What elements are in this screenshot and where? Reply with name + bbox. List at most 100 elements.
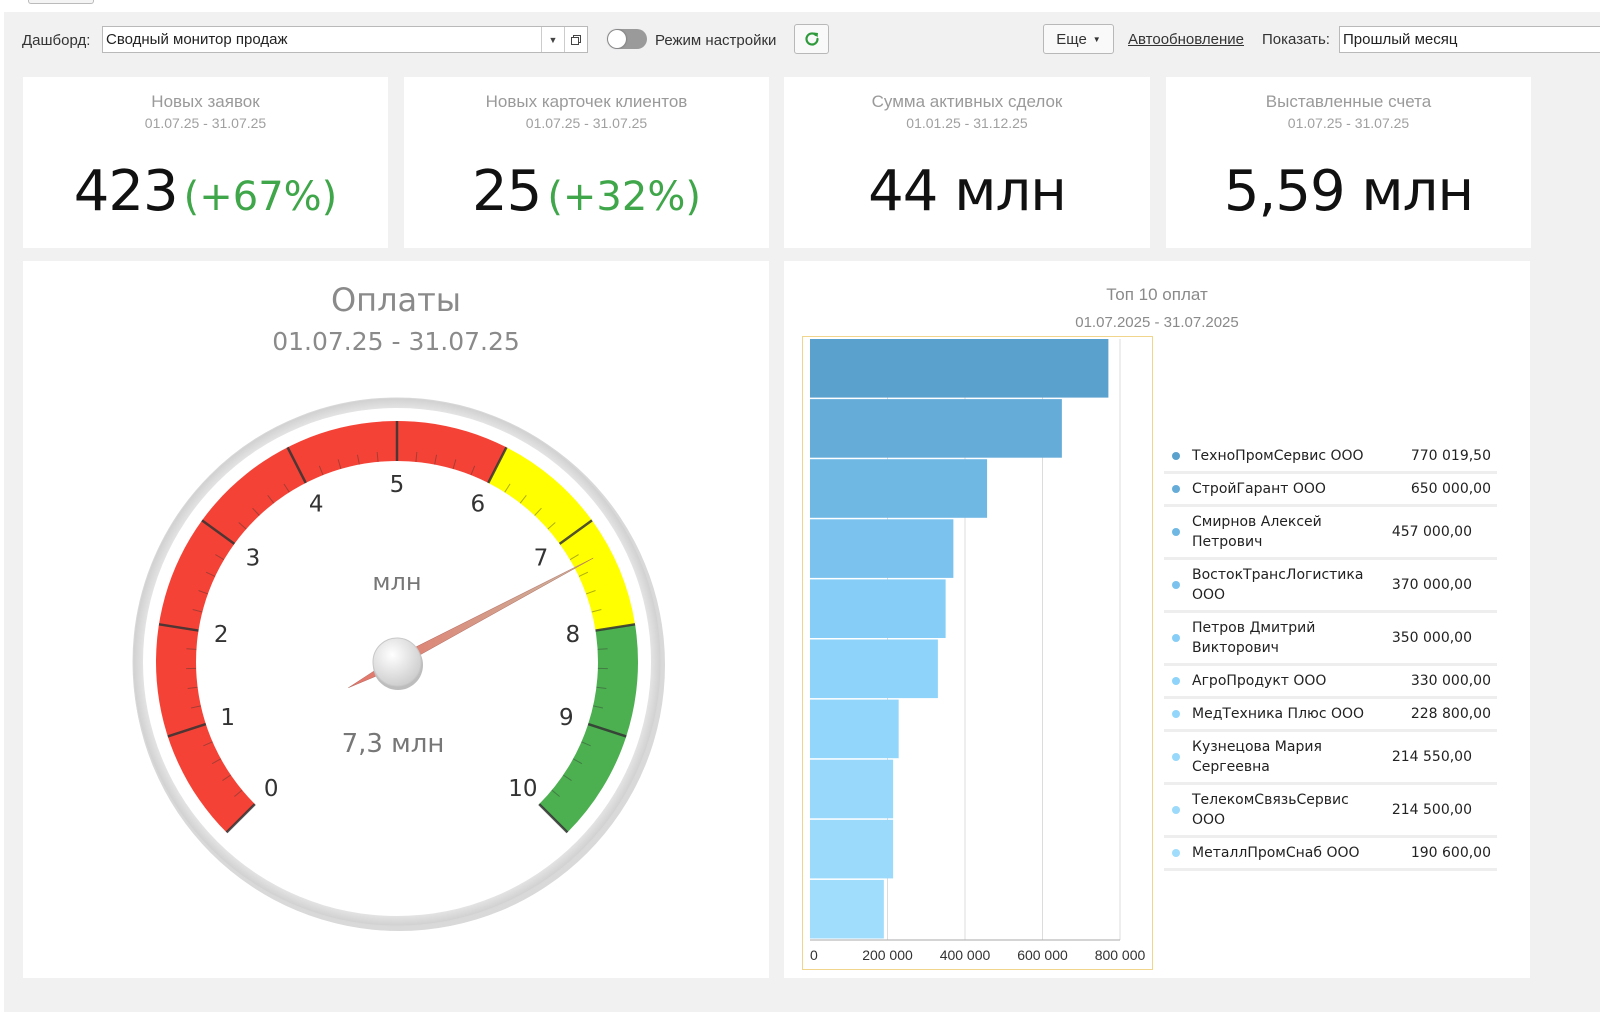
more-button-label: Еще	[1056, 30, 1087, 48]
legend-item[interactable]: МедТехника Плюс ООО 228 800,00	[1164, 699, 1497, 732]
gauge-major-tick	[201, 519, 236, 545]
legend-name: СтройГарант ООО	[1192, 481, 1326, 497]
kpi-card-new-clients[interactable]: Новых карточек клиентов 01.07.25 - 31.07…	[404, 77, 769, 248]
gauge-tick-label: 0	[264, 776, 279, 802]
settings-mode-toggle[interactable]	[607, 29, 647, 49]
gauge-minor-tick	[519, 494, 527, 504]
caret-down-icon: ▼	[1092, 34, 1101, 44]
gauge-major-tick	[286, 446, 307, 484]
gauge-major-tick	[167, 722, 207, 738]
kpi-dates: 01.07.25 - 31.07.25	[525, 115, 648, 131]
legend-item[interactable]: Смирнов Алексей Петрович 457 000,00	[1164, 507, 1497, 560]
gauge-tick-label: 10	[508, 776, 537, 802]
chart-x-tick-label: 400 000	[940, 947, 991, 963]
gauge-tick-label: 2	[214, 622, 229, 648]
legend-item[interactable]: ТелекомСвязьСервис ООО 214 500,00	[1164, 785, 1497, 838]
gauge-band	[539, 624, 638, 833]
gauge-minor-tick	[238, 522, 247, 530]
gauge-minor-tick	[581, 741, 591, 747]
legend-amount: 457 000,00	[1391, 524, 1472, 540]
dropdown-arrow-icon[interactable]: ▼	[541, 27, 564, 52]
legend-amount: 190 600,00	[1410, 845, 1491, 861]
chart-bar	[810, 579, 946, 638]
gauge-minor-tick	[211, 758, 222, 765]
chart-bar	[810, 459, 988, 518]
legend-item[interactable]: Петров Дмитрий Викторович 350 000,00	[1164, 613, 1497, 666]
legend-name: ВостокТрансЛогистика ООО	[1192, 567, 1364, 603]
chart-legend: ТехноПромСервис ООО 770 019,50 СтройГарант…	[1164, 441, 1497, 871]
gauge-dates: 01.07.25 - 31.07.25	[272, 327, 520, 356]
kpi-card-active-deals[interactable]: Сумма активных сделок 01.01.25 - 31.12.2…	[784, 77, 1150, 248]
chart-bar	[810, 699, 899, 759]
gauge-minor-tick	[569, 554, 579, 561]
kpi-value-row: 423 (+67%)	[23, 159, 388, 224]
legend-marker	[1172, 677, 1180, 685]
gauge-minor-tick	[547, 522, 556, 530]
open-window-icon[interactable]	[564, 27, 587, 52]
legend-marker	[1172, 528, 1180, 536]
more-button[interactable]: Еще ▼	[1043, 24, 1114, 54]
period-select[interactable]: Прошлый месяц	[1339, 26, 1600, 53]
kpi-value: 423	[73, 159, 179, 224]
top10-bar-chart: 0 200 000 400 000 600 000 800 000	[802, 336, 1153, 970]
kpi-value-row: 25 (+32%)	[404, 159, 769, 224]
gauge-major-tick	[558, 519, 593, 545]
legend-name: МедТехника Плюс ООО	[1192, 706, 1365, 722]
refresh-button[interactable]	[794, 24, 829, 54]
gauge-minor-tick	[434, 454, 438, 465]
gauge-minor-tick	[470, 465, 476, 476]
payments-gauge: 0 1 2 3 4 5 6 7 8 9 10 млн 7,3 млн	[132, 397, 665, 931]
legend-item[interactable]: Кузнецова Мария Сергеевна 214 550,00	[1164, 732, 1497, 785]
gauge-unit: млн	[372, 568, 421, 596]
kpi-title: Выставленные счета	[1265, 92, 1432, 111]
kpi-value: 25	[472, 159, 542, 224]
legend-item[interactable]: СтройГарант ООО 650 000,00	[1164, 474, 1497, 507]
chart-bar	[810, 339, 1109, 398]
legend-item[interactable]: МеталлПромСнаб ООО 190 600,00	[1164, 838, 1497, 871]
chart-bar	[810, 759, 894, 819]
kpi-dates: 01.07.25 - 31.07.25	[144, 115, 267, 131]
kpi-card-new-requests[interactable]: Новых заявок 01.07.25 - 31.07.25 423 (+67…	[23, 77, 388, 248]
gauge-tick-label: 8	[565, 622, 580, 648]
gauge-minor-tick	[534, 507, 542, 516]
gauge-major-tick	[538, 803, 569, 834]
gauge-major-tick	[587, 722, 627, 738]
top10-panel: Топ 10 оплат 01.07.2025 - 31.07.2025 0 20…	[784, 261, 1530, 978]
gauge-major-tick	[225, 803, 256, 834]
kpi-change: (+67%)	[183, 174, 338, 220]
chart-x-tick-label: 200 000	[862, 947, 913, 963]
kpi-card-invoices[interactable]: Выставленные счета 01.07.25 - 31.07.25 5…	[1166, 77, 1531, 248]
chart-bar	[810, 819, 894, 879]
gauge-minor-tick	[192, 609, 203, 613]
dashboard-label: Дашборд:	[22, 31, 91, 49]
kpi-dates: 01.01.25 - 31.12.25	[906, 115, 1028, 131]
gauge-hub	[372, 637, 422, 687]
autorefresh-link[interactable]: Автообновление	[1128, 31, 1244, 48]
chart-bar	[810, 639, 938, 699]
gauge-minor-tick	[596, 686, 607, 689]
gauge-minor-tick	[452, 459, 457, 470]
gauge-minor-tick	[356, 454, 360, 465]
dashboard-select[interactable]: Сводный монитор продаж ▼	[102, 26, 588, 53]
legend-amount: 214 500,00	[1391, 802, 1472, 818]
gauge-tick-label: 1	[220, 705, 235, 731]
legend-item[interactable]: ТехноПромСервис ООО 770 019,50	[1164, 441, 1497, 474]
chart-frame	[802, 336, 1153, 970]
legend-marker	[1172, 710, 1180, 718]
legend-item[interactable]: АгроПродукт ООО 330 000,00	[1164, 666, 1497, 699]
gauge-minor-tick	[267, 494, 275, 504]
legend-amount: 370 000,00	[1391, 577, 1472, 593]
gauge-minor-tick	[585, 590, 596, 595]
chart-bar	[810, 879, 884, 939]
legend-marker	[1172, 452, 1180, 460]
kpi-change: (+32%)	[547, 174, 701, 220]
legend-item[interactable]: ВостокТрансЛогистика ООО 370 000,00	[1164, 560, 1497, 613]
legend-amount: 330 000,00	[1410, 673, 1491, 689]
kpi-title: Новых заявок	[151, 92, 260, 111]
gauge-minor-tick	[222, 774, 232, 782]
gauge-major-tick	[487, 446, 508, 484]
refresh-icon	[804, 32, 819, 46]
chart-x-tick-label: 600 000	[1017, 947, 1068, 963]
gauge-major-tick	[158, 623, 199, 632]
legend-name: Смирнов Алексей Петрович	[1192, 514, 1322, 550]
